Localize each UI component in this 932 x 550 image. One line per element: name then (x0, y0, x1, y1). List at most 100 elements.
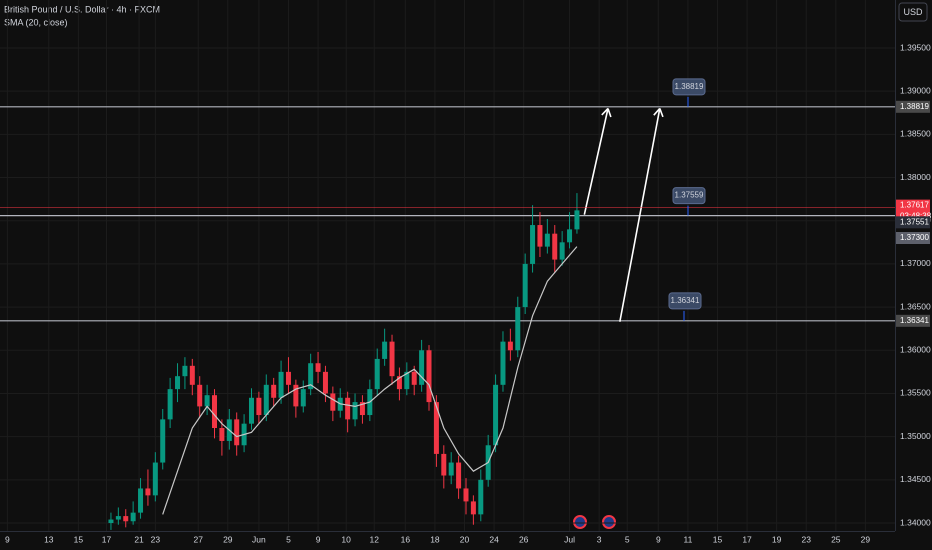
event-icon[interactable] (602, 515, 616, 529)
candle-body (189, 365, 195, 385)
x-tick-label: 23 (802, 534, 812, 544)
level-bubble-label: 1.38819 (675, 82, 704, 91)
candle-body (559, 242, 565, 260)
x-tick-label: 12 (370, 534, 380, 544)
y-tick-label: 1.39500 (900, 42, 931, 52)
candle-body (382, 341, 388, 359)
candle-body (537, 225, 543, 247)
y-tick-label: 1.35500 (900, 388, 931, 398)
level-bubble-label: 1.37559 (675, 191, 704, 200)
candle-body (212, 395, 218, 428)
x-tick-label: 29 (861, 534, 871, 544)
candle-body (404, 371, 410, 390)
candle-body (285, 371, 291, 385)
candle-body (300, 389, 306, 407)
y-tick-label: 1.34500 (900, 474, 931, 484)
x-tick-label: 25 (831, 534, 841, 544)
candle-body (308, 363, 314, 390)
candle-body (507, 341, 513, 351)
event-icon[interactable] (573, 515, 587, 529)
candle-body (463, 488, 469, 502)
x-tick-label: 21 (134, 534, 144, 544)
x-tick-label: 13 (44, 534, 54, 544)
x-tick-label: 26 (519, 534, 529, 544)
candle-body (175, 376, 181, 390)
x-tick-label: Jul (564, 534, 575, 544)
candle-body (293, 384, 299, 407)
price-tag-label: 1.37551 (900, 217, 929, 226)
y-tick-label: 1.39000 (900, 85, 931, 95)
candle-body (278, 371, 284, 398)
y-tick-label: 1.35000 (900, 431, 931, 441)
candle-body (478, 479, 484, 515)
x-tick-label: 15 (74, 534, 84, 544)
level-bubble (672, 187, 706, 205)
candle-body (197, 384, 203, 407)
y-tick-label: 1.34000 (900, 517, 931, 527)
candle-body (248, 397, 254, 424)
candle-body (396, 376, 402, 390)
candle-body (145, 488, 151, 496)
candle-body (263, 384, 269, 416)
level-axis-tag (896, 314, 930, 327)
countdown-label: 03:48:38 (900, 212, 932, 221)
candle-body (470, 501, 476, 515)
candle-body (456, 462, 462, 489)
current-price-label: 1.37617 (900, 201, 929, 210)
candle-body (500, 341, 506, 385)
candle-body (138, 488, 144, 513)
x-tick-label: 24 (489, 534, 499, 544)
candle-body (359, 402, 365, 416)
y-tick-label: 1.38000 (900, 172, 931, 182)
x-tick-label: 10 (341, 534, 351, 544)
candle-body (322, 371, 328, 394)
candle-body (256, 397, 262, 416)
candle-body (567, 229, 573, 243)
candle-body (448, 462, 454, 476)
candle-body (544, 233, 550, 247)
x-tick-label: 18 (430, 534, 440, 544)
candle-body (574, 210, 580, 230)
y-tick-label: 1.38500 (900, 129, 931, 139)
x-tick-label: 27 (193, 534, 203, 544)
x-tick-label: 29 (223, 534, 233, 544)
price-tag-label: 1.37300 (900, 233, 929, 242)
price-tag (896, 216, 930, 229)
arrow (583, 107, 612, 215)
candle-body (374, 358, 380, 390)
candle-body (160, 419, 166, 463)
indicator-label: SMA (20, close) (4, 17, 68, 27)
x-tick-label: 16 (401, 534, 411, 544)
level-bubble (668, 292, 702, 310)
chart-title: British Pound / U.S. Dollar · 4h · FXCM (4, 4, 160, 14)
y-tick-label: 1.36500 (900, 301, 931, 311)
candle-body (552, 233, 558, 260)
x-tick-label: 17 (102, 534, 112, 544)
currency-box[interactable] (898, 2, 928, 22)
candle-body (419, 350, 425, 385)
x-tick-label: Jun (252, 534, 266, 544)
event-icons (573, 515, 616, 529)
candle-body (315, 363, 321, 372)
candle-body (493, 384, 499, 446)
candle-body (345, 397, 351, 420)
x-tick-label: 3 (597, 534, 602, 544)
candle-body (515, 307, 521, 351)
level-bubble-label: 1.36341 (671, 296, 700, 305)
candle-body (352, 402, 358, 420)
x-tick-label: 11 (683, 534, 692, 544)
x-tick-label: 5 (625, 534, 630, 544)
candle-body (234, 419, 240, 446)
level-axis-label: 1.36341 (900, 316, 929, 325)
candle-body (389, 341, 395, 377)
level-bubble (672, 78, 706, 96)
candle-body (522, 263, 528, 308)
candle-body (441, 453, 447, 476)
sma-line (162, 246, 578, 515)
currency: USD (903, 7, 923, 17)
level-axis-label: 1.38819 (900, 102, 929, 111)
candle-body (219, 428, 225, 441)
candle-body (152, 462, 158, 496)
